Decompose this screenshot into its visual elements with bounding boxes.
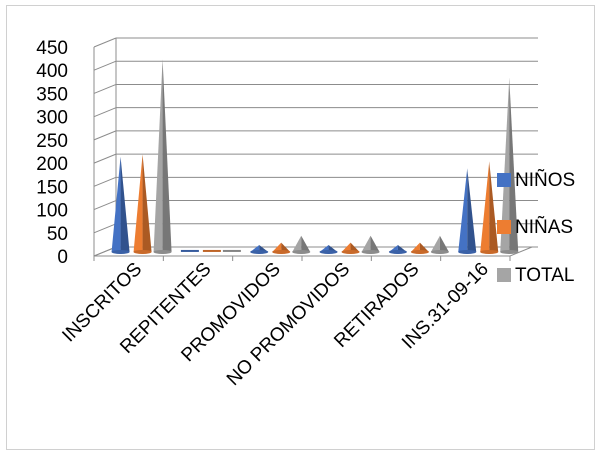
legend-item: NIÑAS bbox=[497, 216, 573, 238]
y-tick-label: 100 bbox=[36, 201, 68, 222]
cone-mark bbox=[458, 168, 477, 254]
chart-frame bbox=[6, 5, 595, 450]
cone-mark bbox=[341, 242, 360, 254]
x-category-label: NO PROMOVIDOS bbox=[223, 259, 354, 390]
cone-mark bbox=[222, 249, 241, 252]
cone-mark bbox=[480, 161, 499, 254]
legend-swatch bbox=[497, 268, 511, 282]
side-wall-gridline bbox=[93, 83, 117, 94]
y-tick-label: 300 bbox=[36, 108, 68, 129]
y-tick-label: 450 bbox=[36, 38, 68, 59]
y-tick-label: 150 bbox=[36, 177, 68, 198]
side-wall-gridline bbox=[93, 107, 117, 118]
cone-mark bbox=[500, 77, 519, 254]
cone-mark bbox=[153, 59, 172, 254]
legend-label: NIÑAS bbox=[515, 216, 573, 238]
side-wall-gridline bbox=[93, 176, 117, 187]
y-tick-label: 200 bbox=[36, 154, 68, 175]
side-wall-gridline bbox=[93, 37, 117, 48]
cone-mark bbox=[319, 244, 338, 254]
cone-mark bbox=[250, 244, 269, 254]
y-tick-label: 50 bbox=[47, 224, 68, 245]
cone-mark bbox=[430, 235, 449, 254]
side-wall-gridline bbox=[93, 60, 117, 71]
y-tick-label: 400 bbox=[36, 61, 68, 82]
legend-swatch bbox=[497, 220, 511, 234]
cone-mark bbox=[410, 242, 429, 254]
legend-item: TOTAL bbox=[497, 265, 574, 286]
legend: NIÑOS NIÑAS TOTAL bbox=[497, 169, 575, 286]
side-wall-gridline bbox=[93, 153, 117, 164]
side-wall-gridline bbox=[93, 130, 117, 141]
legend-swatch bbox=[497, 173, 511, 187]
y-tick-label: 250 bbox=[36, 131, 68, 152]
cone-mark bbox=[111, 156, 130, 254]
cone-mark bbox=[292, 235, 311, 254]
legend-label: TOTAL bbox=[515, 265, 574, 286]
legend-item: NIÑOS bbox=[497, 169, 575, 191]
marks-layer bbox=[111, 59, 519, 254]
side-wall-gridline bbox=[93, 200, 117, 211]
cone-mark bbox=[202, 249, 221, 252]
side-wall-gridline bbox=[93, 223, 117, 234]
y-tick-label: 350 bbox=[36, 84, 68, 105]
cone-mark bbox=[180, 249, 199, 252]
cone-mark bbox=[272, 242, 291, 254]
cone-mark bbox=[133, 154, 152, 254]
legend-label: NIÑOS bbox=[515, 169, 575, 191]
cone-mark bbox=[361, 235, 380, 254]
y-tick-label: 0 bbox=[57, 247, 68, 268]
cone-mark bbox=[388, 244, 407, 254]
